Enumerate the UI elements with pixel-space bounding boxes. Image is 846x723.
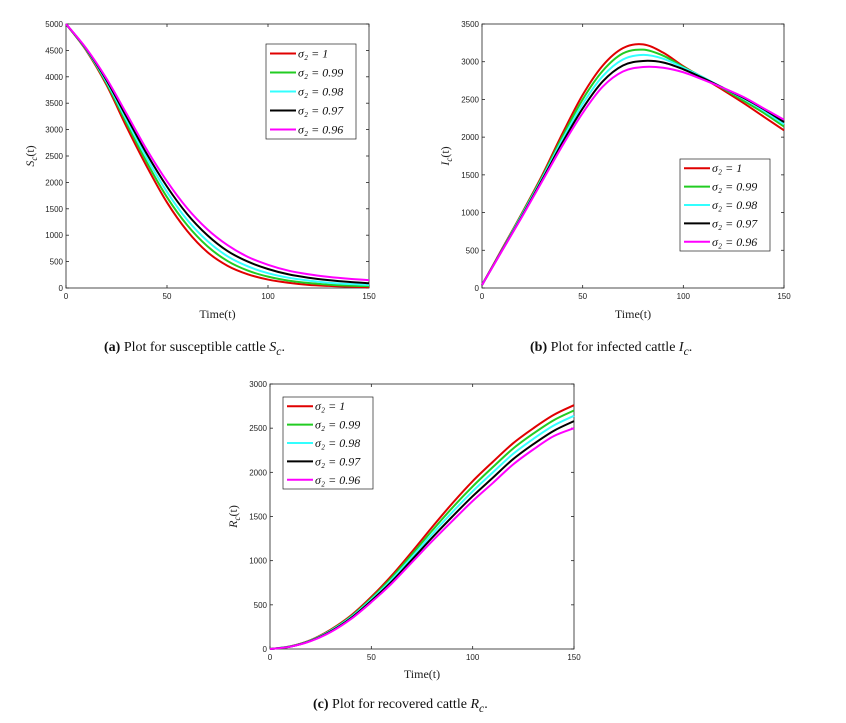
y-axis-label: Ic(t) xyxy=(438,146,454,166)
chart-panel-1: 0 50 100 1500500100015002000250030003500σ₂ … xyxy=(438,20,791,321)
caption-b-sub: c xyxy=(683,344,689,358)
y-tick-label: 2000 xyxy=(249,468,267,477)
series-line-2 xyxy=(65,23,370,286)
y-tick-label: 1500 xyxy=(461,171,479,180)
y-tick-label: 3000 xyxy=(45,126,63,135)
series-line-0 xyxy=(65,23,370,289)
legend-entry: σ₂ = 0.97 xyxy=(298,104,344,118)
x-tick-label: 100 xyxy=(466,653,480,662)
y-tick-label: 2500 xyxy=(461,95,479,104)
caption-a-symbol: S xyxy=(269,340,277,355)
chart-panel-0: 0 50 100 1500500100015002000250030003500400… xyxy=(23,20,376,321)
caption-b-symbol: I xyxy=(678,340,684,355)
y-axis-label: Rc(t) xyxy=(226,505,242,529)
x-axis-label: Time(t) xyxy=(199,307,235,321)
y-tick-label: 2000 xyxy=(461,133,479,142)
x-axis-label: Time(t) xyxy=(615,307,651,321)
caption-a: (a) Plot for susceptible cattle Sc. xyxy=(104,340,285,358)
caption-b: (b) Plot for infected cattle Ic. xyxy=(530,340,692,358)
legend: σ₂ = 1 σ₂ = 0.99 σ₂ = 0.98 σ₂ = 0.97 σ₂ = 0.… xyxy=(282,396,374,490)
series-line-3 xyxy=(65,23,370,285)
y-tick-label: 3000 xyxy=(461,58,479,67)
legend-entry: σ₂ = 0.98 xyxy=(712,198,757,212)
y-tick-label: 5000 xyxy=(45,20,63,29)
y-tick-label: 1000 xyxy=(249,557,267,566)
y-tick-label: 3500 xyxy=(45,99,63,108)
legend-entry: σ₂ = 0.96 xyxy=(298,123,343,137)
caption-c-sub: c xyxy=(479,701,485,715)
x-tick-label: 0 xyxy=(480,292,485,301)
y-tick-label: 2000 xyxy=(45,178,63,187)
legend-entry: σ₂ = 0.99 xyxy=(712,180,757,194)
caption-c-tag: (c) xyxy=(313,697,329,712)
y-tick-label: 4000 xyxy=(45,73,63,82)
x-tick-label: 150 xyxy=(362,292,376,301)
y-tick-label: 1000 xyxy=(45,231,63,240)
series-line-4 xyxy=(481,65,785,286)
y-tick-label: 2500 xyxy=(45,152,63,161)
x-tick-label: 150 xyxy=(567,653,581,662)
y-tick-label: 1500 xyxy=(249,513,267,522)
legend-entry: σ₂ = 0.98 xyxy=(315,436,360,450)
legend-entry: σ₂ = 1 xyxy=(712,161,742,175)
y-tick-label: 0 xyxy=(475,284,480,293)
y-tick-label: 1000 xyxy=(461,209,479,218)
y-tick-label: 3000 xyxy=(249,380,267,389)
legend: σ₂ = 1 σ₂ = 0.99 σ₂ = 0.98 σ₂ = 0.97 σ₂ = 0.… xyxy=(265,43,357,140)
y-tick-label: 4500 xyxy=(45,46,63,55)
series-line-4 xyxy=(269,427,575,650)
caption-c-text: Plot for recovered cattle xyxy=(332,697,467,712)
x-tick-label: 50 xyxy=(367,653,376,662)
y-tick-label: 2500 xyxy=(249,424,267,433)
legend-entry: σ₂ = 0.98 xyxy=(298,85,343,99)
x-tick-label: 50 xyxy=(578,292,587,301)
legend-entry: σ₂ = 0.96 xyxy=(712,235,757,249)
legend-entry: σ₂ = 1 xyxy=(298,47,328,61)
legend-entry: σ₂ = 0.99 xyxy=(298,66,343,80)
y-tick-label: 500 xyxy=(254,601,268,610)
x-tick-label: 0 xyxy=(268,653,273,662)
x-tick-label: 0 xyxy=(64,292,69,301)
x-tick-label: 100 xyxy=(261,292,275,301)
legend: σ₂ = 1 σ₂ = 0.99 σ₂ = 0.98 σ₂ = 0.97 σ₂ = 0.… xyxy=(679,158,771,252)
y-tick-label: 500 xyxy=(50,258,64,267)
caption-c: (c) Plot for recovered cattle Rc. xyxy=(313,697,488,715)
caption-c-symbol: R xyxy=(470,697,479,712)
caption-a-sub: c xyxy=(276,344,282,358)
caption-b-text: Plot for infected cattle xyxy=(550,340,676,355)
caption-a-end: . xyxy=(281,340,285,355)
legend-entry: σ₂ = 0.96 xyxy=(315,473,360,487)
x-tick-label: 150 xyxy=(777,292,791,301)
legend-entry: σ₂ = 0.97 xyxy=(315,454,361,468)
x-tick-label: 50 xyxy=(163,292,172,301)
series-line-1 xyxy=(65,23,370,288)
y-axis-label: Sc(t) xyxy=(23,145,39,166)
caption-b-end: . xyxy=(688,340,693,355)
legend-entry: σ₂ = 1 xyxy=(315,399,345,413)
y-tick-label: 500 xyxy=(466,246,480,255)
legend-entry: σ₂ = 0.97 xyxy=(712,216,758,230)
y-tick-label: 0 xyxy=(59,284,64,293)
x-axis-label: Time(t) xyxy=(404,667,440,681)
caption-a-tag: (a) xyxy=(104,340,121,355)
y-tick-label: 0 xyxy=(263,645,268,654)
caption-b-tag: (b) xyxy=(530,340,548,355)
caption-a-text: Plot for susceptible cattle xyxy=(123,340,266,355)
x-tick-label: 100 xyxy=(677,292,691,301)
legend-entry: σ₂ = 0.99 xyxy=(315,418,360,432)
y-tick-label: 3500 xyxy=(461,20,479,29)
series-line-4 xyxy=(65,23,370,282)
y-tick-label: 1500 xyxy=(45,205,63,214)
caption-c-end: . xyxy=(484,697,488,712)
